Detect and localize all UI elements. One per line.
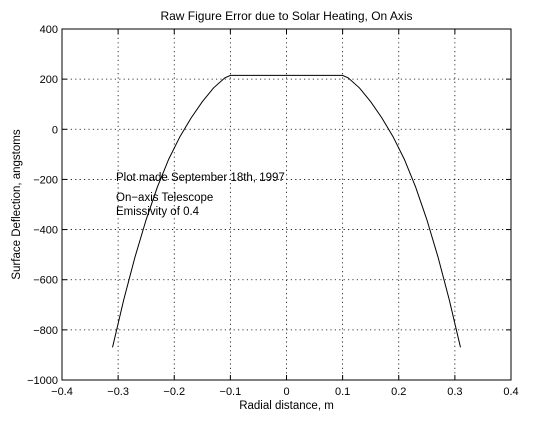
y-tick-label: −1000 — [27, 375, 58, 387]
grid-layer — [62, 29, 511, 380]
y-tick-label: 200 — [40, 74, 58, 86]
y-tick-label: 0 — [52, 124, 58, 136]
chart-title: Raw Figure Error due to Solar Heating, O… — [160, 9, 412, 23]
y-tick-label: 400 — [40, 24, 58, 36]
x-tick-label: −0.2 — [163, 386, 185, 398]
y-tick-label: −800 — [33, 325, 58, 337]
series-line-0 — [112, 74, 461, 348]
x-tick-label: −0.3 — [107, 386, 129, 398]
annotation-telescope: On−axis Telescope — [116, 192, 213, 204]
x-tick-label: −0.4 — [51, 386, 73, 398]
x-tick-label: 0.3 — [447, 386, 462, 398]
x-tick-label: −0.1 — [220, 386, 242, 398]
x-tick-label: 0.4 — [503, 386, 518, 398]
y-axis-label: Surface Deflection, angstoms — [11, 129, 23, 279]
tick-layer: −0.4 −0.3 −0.2 −0.1 0 0.1 0.2 0.3 0.4 −1000 −800 −6… — [27, 24, 519, 398]
annotation-emissivity: Emissivity of 0.4 — [116, 206, 200, 218]
y-tick-label: −200 — [33, 174, 58, 186]
x-axis-label: Radial distance, m — [239, 400, 334, 412]
annotation-plot-date: Plot made September 18th, 1997 — [116, 172, 285, 184]
series-layer — [112, 74, 461, 348]
x-tick-label: 0 — [283, 386, 289, 398]
x-tick-label: 0.2 — [391, 386, 406, 398]
y-tick-label: −600 — [33, 275, 58, 287]
y-tick-label: −400 — [33, 225, 58, 237]
x-tick-label: 0.1 — [335, 386, 350, 398]
plot-frame — [61, 28, 512, 381]
